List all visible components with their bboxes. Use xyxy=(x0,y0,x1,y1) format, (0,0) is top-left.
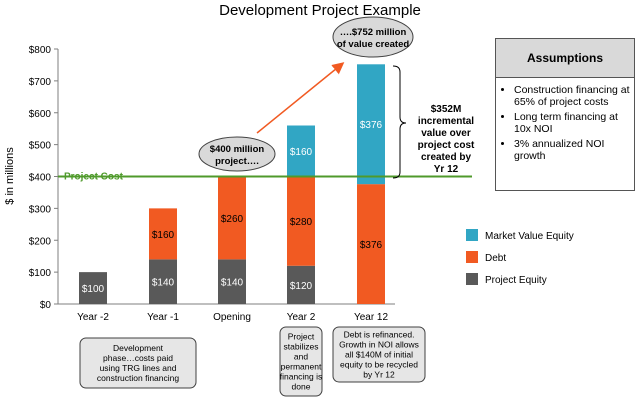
bubble-752-million-text: ….$752 million xyxy=(340,27,407,38)
note-refinanced-text: Debt is refinanced. xyxy=(344,330,415,340)
note-stabilizes xyxy=(279,326,323,397)
project-cost-label: Project Cost xyxy=(64,172,124,183)
bar-segment xyxy=(218,259,246,304)
y-tick-label: $100 xyxy=(29,268,52,279)
y-tick-label: $500 xyxy=(29,141,52,152)
bubble-400-million-text: project…. xyxy=(215,156,259,167)
legend-label: Debt xyxy=(485,253,506,264)
legend-label: Project Equity xyxy=(485,275,547,286)
bar-segment xyxy=(357,64,385,185)
x-tick-label: Year 2 xyxy=(287,312,316,323)
note-stabilizes-text: stabilizes xyxy=(284,342,319,352)
assumption-item: Long term financing at 10x NOI xyxy=(514,111,630,135)
x-tick-label: Year 12 xyxy=(354,312,389,323)
bar-value-label: $140 xyxy=(152,278,175,289)
note-refinanced-text: all $140M of initial xyxy=(345,350,413,360)
x-tick-label: Year -1 xyxy=(147,312,179,323)
incremental-text: project cost xyxy=(418,140,475,151)
note-development-text: using TRG lines and xyxy=(100,363,177,373)
y-tick-label: $400 xyxy=(29,173,52,184)
legend-swatch xyxy=(466,251,478,263)
bar-value-label: $160 xyxy=(152,230,175,241)
note-refinanced-text: Growth in NOI allows xyxy=(339,340,419,350)
note-refinanced-text: equity to be recycled xyxy=(340,360,418,370)
assumptions-title: Assumptions xyxy=(496,39,634,78)
note-stabilizes-text: financing is xyxy=(280,372,323,382)
assumption-item: Construction financing at 65% of project… xyxy=(514,84,630,108)
y-tick-label: $300 xyxy=(29,204,52,215)
bar-value-label: $280 xyxy=(290,217,313,228)
y-tick-label: $600 xyxy=(29,109,52,120)
bar-segment xyxy=(357,184,385,304)
note-development xyxy=(79,337,197,389)
incremental-text: value over xyxy=(421,128,471,139)
incremental-text: Yr 12 xyxy=(434,164,459,175)
note-stabilizes-text: and xyxy=(294,352,308,362)
note-development-text: construction financing xyxy=(97,373,179,383)
bar-segment xyxy=(287,265,315,304)
legend-swatch xyxy=(466,273,478,285)
legend-swatch xyxy=(466,229,478,241)
note-development-text: phase…costs paid xyxy=(103,353,173,363)
legend-label: Market Value Equity xyxy=(485,231,574,242)
note-refinanced-text: by Yr 12 xyxy=(363,370,395,380)
incremental-brace xyxy=(392,65,407,179)
bubble-400-million-text: $400 million xyxy=(210,144,265,155)
assumption-item: 3% annualized NOI growth xyxy=(514,138,630,162)
bar-value-label: $260 xyxy=(221,214,244,225)
bar-segment xyxy=(287,176,315,266)
y-tick-label: $700 xyxy=(29,77,52,88)
bubble-752-million-text: of value created xyxy=(337,39,410,50)
note-development-text: Development xyxy=(113,343,164,353)
bar-value-label: $120 xyxy=(290,281,313,292)
bar-segment xyxy=(287,125,315,177)
y-axis-label: $ in millions xyxy=(4,147,16,205)
note-stabilizes-text: Project xyxy=(288,332,315,342)
incremental-text: $352M xyxy=(431,104,462,115)
note-refinanced xyxy=(332,326,426,383)
bar-segment xyxy=(79,272,107,304)
bar-value-label: $100 xyxy=(82,284,105,295)
chart-title: Development Project Example xyxy=(219,2,421,19)
assumptions-list: Construction financing at 65% of project… xyxy=(496,84,634,162)
bar-value-label: $160 xyxy=(290,147,313,158)
bar-segment xyxy=(218,176,246,260)
y-tick-label: $0 xyxy=(40,300,52,311)
bar-value-label: $376 xyxy=(360,240,383,251)
bubble-400-million xyxy=(198,136,276,172)
assumptions-box: Assumptions Construction financing at 65… xyxy=(495,38,635,191)
y-tick-label: $200 xyxy=(29,236,52,247)
bar-value-label: $140 xyxy=(221,278,244,289)
bar-segment xyxy=(149,259,177,304)
note-stabilizes-text: permanent xyxy=(281,362,322,372)
y-tick-label: $800 xyxy=(29,45,52,56)
bar-segment xyxy=(149,208,177,260)
incremental-text: incremental xyxy=(418,116,474,127)
bubble-752-million xyxy=(332,16,414,58)
growth-arrow xyxy=(256,62,345,134)
note-stabilizes-text: done xyxy=(292,382,311,392)
x-tick-label: Year -2 xyxy=(77,312,109,323)
bar-value-label: $376 xyxy=(360,120,383,131)
incremental-text: created by xyxy=(421,152,471,163)
x-tick-label: Opening xyxy=(213,312,251,323)
